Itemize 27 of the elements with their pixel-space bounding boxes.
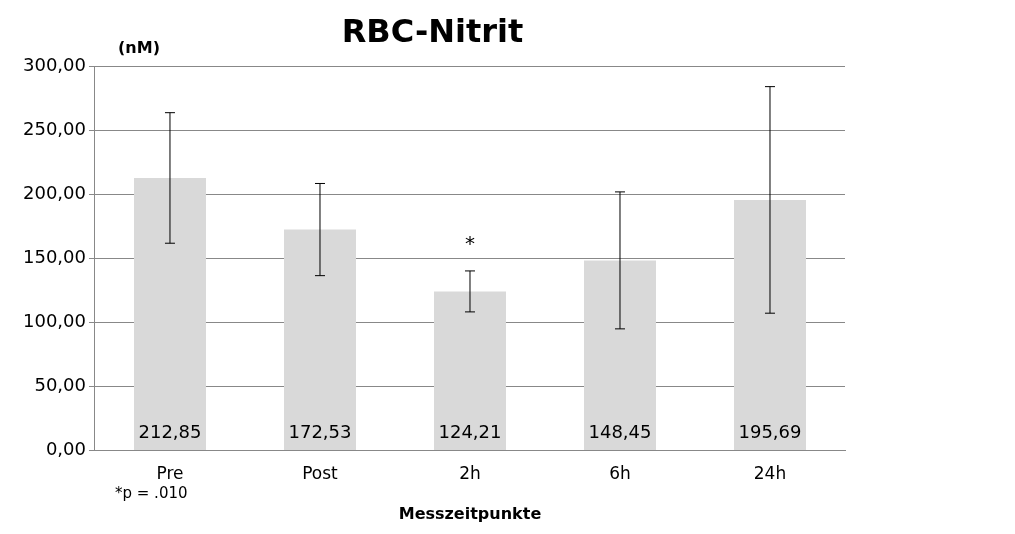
- y-tick-label: 250,00: [23, 118, 86, 140]
- y-tick-label: 0,00: [45, 438, 86, 460]
- bar: [433, 291, 506, 450]
- x-tick-label: 2h: [459, 463, 481, 484]
- data-label: 195,69: [738, 421, 802, 443]
- data-label: 148,45: [588, 421, 652, 443]
- bar: [734, 199, 806, 450]
- x-tick-label: 6h: [609, 463, 631, 484]
- annotation: *: [464, 231, 475, 256]
- y-tick-label: 100,00: [23, 310, 86, 332]
- chart-title: RBC-Nitrit: [341, 11, 524, 50]
- data-label: 212,85: [138, 421, 202, 443]
- y-tick-label: 150,00: [23, 246, 86, 268]
- text: *p = .010: [114, 483, 188, 502]
- x-axis-title: Messzeitpunkte: [398, 503, 542, 523]
- x-tick-label: Post: [302, 463, 339, 484]
- bar: [133, 177, 206, 450]
- bar: [583, 260, 656, 450]
- y-tick-label: 200,00: [23, 182, 86, 204]
- y-tick-label: 300,00: [23, 54, 86, 76]
- data-label: 124,21: [438, 421, 502, 443]
- x-tick-label: 24h: [753, 463, 787, 484]
- x-tick-label: Pre: [156, 463, 184, 484]
- data-label: 172,53: [288, 421, 352, 443]
- bar: [283, 229, 356, 450]
- y-tick-label: 50,00: [34, 374, 86, 396]
- y-axis-title: (nM): [118, 37, 160, 57]
